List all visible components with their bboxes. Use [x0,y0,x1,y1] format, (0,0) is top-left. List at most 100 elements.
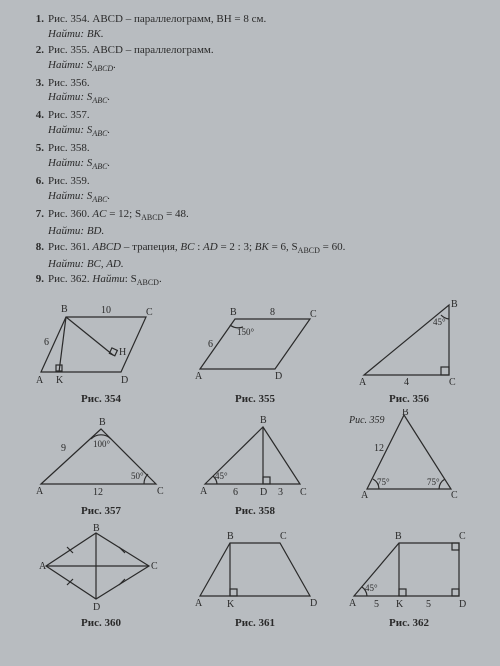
svg-text:C: C [459,531,466,542]
problem-content: Рис. 359. Найти: SABC. [48,174,482,206]
problem-find: Найти: BD. [48,224,482,239]
svg-text:75°: 75° [427,477,440,487]
problem-find: Найти: SABC. [48,123,482,140]
svg-text:A: A [36,375,44,386]
problem-8: 8. Рис. 361. ABCD – трапеция, BC : AD = … [28,240,482,272]
problem-find: Найти: SABC. [48,90,482,107]
svg-text:H: H [119,347,126,358]
svg-text:50°: 50° [131,471,144,481]
svg-text:C: C [157,486,164,497]
problem-6: 6. Рис. 359. Найти: SABC. [28,174,482,206]
problem-4: 4. Рис. 357. Найти: SABC. [28,108,482,140]
problem-2: 2. Рис. 355. ABCD – параллелограмм. Найт… [28,43,482,75]
svg-text:150°: 150° [237,327,255,337]
svg-text:B: B [230,307,237,318]
figure-caption: Рис. 356 [389,393,429,405]
svg-text:A: A [349,598,357,609]
figure-caption: Рис. 358 [235,505,275,517]
svg-text:D: D [310,598,317,609]
svg-text:5: 5 [374,599,379,610]
svg-text:A: A [36,486,44,497]
svg-text:C: C [300,487,307,498]
svg-text:10: 10 [101,305,111,316]
svg-text:Рис. 359: Рис. 359 [348,415,385,426]
problem-find: Найти: BK. [48,27,482,42]
svg-text:C: C [146,307,153,318]
svg-text:D: D [260,487,267,498]
svg-text:100°: 100° [93,439,111,449]
figures-grid: B 10 C 6 H A K D Рис. 354 B 8 C 6 [28,297,482,629]
svg-text:A: A [195,371,203,382]
problem-7: 7. Рис. 360. AC = 12; SABCD = 48. Найти:… [28,207,482,239]
figure-357: B 9 100° 50° A 12 C Рис. 357 [28,409,174,517]
problem-1: 1. Рис. 354. ABCD – параллелограмм, BH =… [28,12,482,42]
problem-content: Рис. 360. AC = 12; SABCD = 48. Найти: BD… [48,207,482,239]
svg-text:K: K [56,375,64,386]
problem-find: Найти: SABC. [48,156,482,173]
figure-361: B C A K D Рис. 361 [182,521,328,629]
svg-text:12: 12 [374,443,384,454]
svg-text:5: 5 [426,599,431,610]
svg-text:K: K [396,599,404,610]
problem-content: Рис. 358. Найти: SABC. [48,141,482,173]
problem-3: 3. Рис. 356. Найти: SABC. [28,76,482,108]
svg-text:C: C [151,561,158,572]
svg-text:45°: 45° [365,583,378,593]
problem-content: Рис. 357. Найти: SABC. [48,108,482,140]
svg-text:A: A [361,490,369,501]
svg-text:A: A [200,486,208,497]
svg-text:D: D [121,375,128,386]
problems-list: 1. Рис. 354. ABCD – параллелограмм, BH =… [28,12,482,289]
problem-num: 4. [28,108,44,140]
svg-text:D: D [93,602,100,613]
problem-content: Рис. 354. ABCD – параллелограмм, BH = 8 … [48,12,482,42]
figure-360: B A C D Рис. 360 [28,521,174,629]
problem-num: 7. [28,207,44,239]
problem-content: Рис. 361. ABCD – трапеция, BC : AD = 2 :… [48,240,482,272]
problem-num: 9. [28,272,44,289]
svg-text:75°: 75° [377,477,390,487]
svg-text:B: B [93,523,100,534]
figure-caption: Рис. 354 [81,393,121,405]
svg-text:B: B [61,304,68,315]
problem-find: Найти: SABCD. [48,58,482,75]
figure-caption: Рис. 360 [81,617,121,629]
svg-text:45°: 45° [215,471,228,481]
figure-362: B C 45° A 5 K 5 D Рис. 362 [336,521,482,629]
figure-caption: Рис. 357 [81,505,121,517]
problem-find: Найти: SABC. [48,189,482,206]
svg-text:B: B [227,531,234,542]
problem-9: 9. Рис. 362. Найти: SABCD. [28,272,482,289]
svg-text:C: C [449,377,456,388]
svg-text:A: A [195,598,203,609]
svg-text:D: D [275,371,282,382]
problem-find: Найти: BC, AD. [48,257,482,272]
figure-354: B 10 C 6 H A K D Рис. 354 [28,297,174,405]
svg-text:4: 4 [404,377,409,388]
svg-text:A: A [359,377,367,388]
svg-text:C: C [280,531,287,542]
figure-359: Рис. 359 B 12 75° 75° A C . [336,409,482,517]
svg-text:3: 3 [278,487,283,498]
figure-caption: Рис. 355 [235,393,275,405]
svg-text:12: 12 [93,487,103,498]
svg-text:8: 8 [270,307,275,318]
svg-text:D: D [459,599,466,610]
svg-text:6: 6 [44,337,49,348]
problem-5: 5. Рис. 358. Найти: SABC. [28,141,482,173]
problem-num: 1. [28,12,44,42]
problem-num: 2. [28,43,44,75]
svg-text:C: C [310,309,317,320]
problem-num: 6. [28,174,44,206]
problem-content: Рис. 356. Найти: SABC. [48,76,482,108]
svg-text:6: 6 [208,339,213,350]
figure-358: B 45° A 6 D 3 C Рис. 358 [182,409,328,517]
problem-num: 5. [28,141,44,173]
problem-num: 3. [28,76,44,108]
svg-text:B: B [395,531,402,542]
svg-text:K: K [227,599,235,610]
problem-content: Рис. 362. Найти: SABCD. [48,272,482,289]
problem-content: Рис. 355. ABCD – параллелограмм. Найти: … [48,43,482,75]
svg-text:C: C [451,490,458,501]
svg-text:B: B [451,299,458,310]
